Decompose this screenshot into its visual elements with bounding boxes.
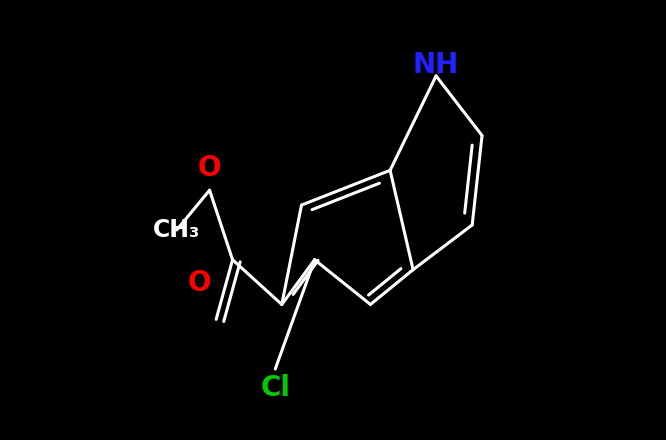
Text: NH: NH	[413, 51, 459, 79]
Text: O: O	[188, 269, 211, 297]
Text: O: O	[198, 154, 222, 183]
Text: Cl: Cl	[260, 374, 290, 402]
Text: CH₃: CH₃	[153, 218, 200, 242]
